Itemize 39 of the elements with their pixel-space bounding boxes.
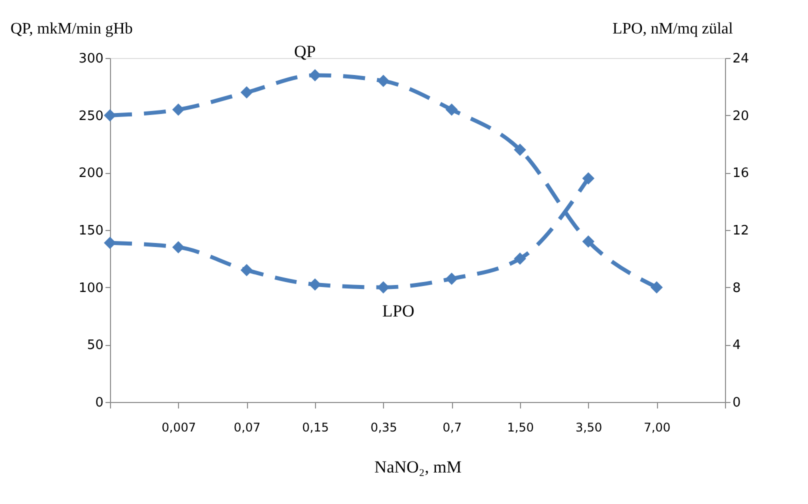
x-tick-label: 0,07 — [234, 420, 261, 434]
y2-tick-label: 12 — [732, 224, 750, 238]
y2-tick-label: 24 — [732, 52, 750, 66]
y2-tick-label: 4 — [732, 338, 741, 354]
x-tick-label: 0,15 — [302, 420, 329, 434]
x-tick-label: 1,50 — [507, 420, 534, 434]
point — [240, 86, 253, 99]
y-tick-label: 200 — [78, 166, 104, 182]
point — [650, 281, 663, 294]
point — [514, 252, 526, 265]
y2-tick-label: 0 — [732, 396, 741, 410]
y-tick-label: 50 — [86, 338, 104, 354]
point — [240, 264, 253, 276]
point — [582, 172, 594, 185]
y-tick-label: 150 — [78, 224, 104, 238]
x-tick-label: 0,007 — [162, 420, 196, 434]
point — [514, 144, 526, 156]
y2-tick-label: 20 — [732, 108, 750, 124]
x-tick-label: 0,7 — [442, 420, 462, 434]
point — [377, 74, 390, 88]
x-tick-label: 0,35 — [370, 420, 398, 434]
y-tick-label: 250 — [78, 108, 104, 124]
y-tick-label: 0 — [95, 396, 104, 410]
x-tick-label: 7,00 — [644, 420, 671, 434]
x-tick-label: 3,50 — [575, 420, 602, 434]
point — [582, 235, 594, 248]
point — [446, 103, 458, 116]
y2-axis-title: LPO, nM/mq zülal — [612, 20, 734, 38]
point — [172, 241, 184, 254]
point — [446, 272, 458, 285]
y-tick-label: 300 — [78, 52, 104, 66]
y2-tick-label: 16 — [732, 166, 750, 182]
x-axis-title: NaNO₂, mM — [374, 458, 462, 476]
series-label: QP — [294, 42, 316, 62]
y-axis-title: QP, mkM/min gHb — [10, 20, 133, 38]
y2-tick-label: 8 — [732, 280, 741, 296]
y-tick-label: 100 — [78, 280, 104, 296]
series-label: LPO — [382, 301, 414, 320]
point — [172, 103, 184, 116]
